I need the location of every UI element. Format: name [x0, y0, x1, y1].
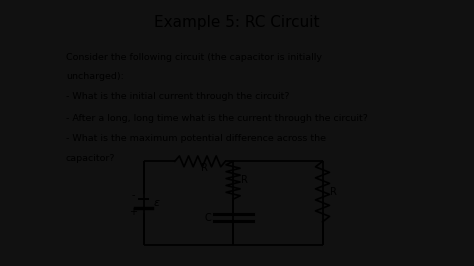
- Text: R: R: [201, 163, 208, 173]
- Text: uncharged):: uncharged):: [66, 72, 124, 81]
- Text: +: +: [129, 207, 137, 217]
- Text: - After a long, long time what is the current through the circuit?: - After a long, long time what is the cu…: [66, 114, 368, 123]
- Text: - What is the initial current through the circuit?: - What is the initial current through th…: [66, 92, 290, 101]
- Text: Consider the following circuit (the capacitor is initially: Consider the following circuit (the capa…: [66, 52, 322, 61]
- Text: capacitor?: capacitor?: [66, 154, 116, 163]
- Text: -: -: [131, 190, 135, 200]
- Text: ε: ε: [154, 198, 159, 208]
- Text: Example 5: RC Circuit: Example 5: RC Circuit: [154, 15, 320, 30]
- Text: C: C: [205, 213, 212, 223]
- Text: - What is the maximum potential difference across the: - What is the maximum potential differen…: [66, 134, 326, 143]
- Text: R: R: [241, 175, 248, 185]
- Text: R: R: [330, 187, 337, 197]
